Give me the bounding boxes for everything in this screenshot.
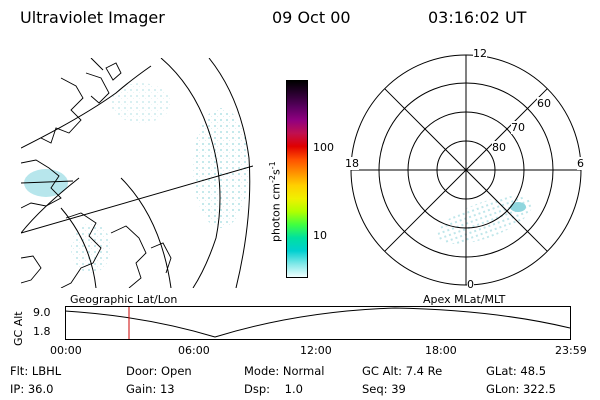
meridian-line	[21, 165, 253, 234]
unit-exponent-1: -2	[268, 175, 277, 184]
strip-ylabel: GC Alt	[12, 311, 25, 346]
mlt-label-right: 6	[577, 157, 584, 170]
info-key: Seq:	[362, 382, 388, 396]
info-ip: IP: 36.0	[10, 382, 53, 396]
info-key: Door:	[126, 364, 158, 378]
meridian-line	[90, 58, 104, 71]
strip-xtick-1: 06:00	[178, 344, 210, 357]
map-emission-top	[111, 83, 171, 123]
map-emission-lower	[71, 223, 111, 273]
latitude-arc	[21, 177, 80, 234]
strip-xtick-3: 18:00	[425, 344, 457, 357]
coastline	[105, 62, 122, 81]
unit-text-s: s	[269, 169, 283, 176]
info-value: 36.0	[27, 382, 54, 396]
lat-label-60: 60	[537, 97, 551, 110]
info-key: IP:	[10, 382, 25, 396]
meridian-line	[21, 180, 74, 184]
coastline	[85, 72, 110, 104]
colorbar	[286, 80, 308, 278]
strip-ytick-top: 9.0	[33, 306, 51, 319]
unit-exponent-2: -1	[268, 161, 277, 170]
coastline	[150, 242, 172, 274]
info-glat: GLat: 48.5	[486, 364, 546, 378]
info-value: 322.5	[522, 382, 556, 396]
lat-label-80: 80	[492, 141, 506, 154]
info-key: GC Alt:	[362, 364, 403, 378]
info-value: 1.0	[284, 382, 303, 396]
info-glon: GLon: 322.5	[486, 382, 556, 396]
date-label: 09 Oct 00	[272, 8, 351, 27]
info-dsp: Dsp: 1.0	[244, 382, 303, 396]
strip-left-title: Geographic Lat/Lon	[70, 293, 178, 306]
lat-label-70: 70	[511, 121, 525, 134]
info-key: Mode:	[244, 364, 280, 378]
info-gain: Gain: 13	[126, 382, 175, 396]
coastline	[110, 225, 147, 288]
latitude-arc	[21, 65, 152, 149]
info-value: LBHL	[31, 364, 62, 378]
info-value: 48.5	[520, 364, 547, 378]
strip-xtick-0: 00:00	[50, 344, 82, 357]
info-key: Gain:	[126, 382, 157, 396]
info-key: GLat:	[486, 364, 517, 378]
altitude-strip-chart	[65, 306, 571, 340]
coastline	[60, 212, 102, 288]
latitude-arc	[208, 58, 251, 288]
info-flt: Flt: LBHL	[10, 364, 61, 378]
mlt-label-left: 18	[345, 157, 359, 170]
info-value: 7.4 Re	[405, 364, 443, 378]
mlt-label-top: 12	[473, 47, 487, 60]
strip-frame	[65, 306, 571, 340]
unit-text: photon cm	[269, 183, 283, 242]
polar-diagonal	[384, 88, 548, 252]
colorbar-tick-100: 100	[313, 141, 334, 154]
info-value: Open	[160, 364, 192, 378]
info-value: Normal	[282, 364, 325, 378]
strip-right-title: Apex MLat/MLT	[423, 293, 506, 306]
colorbar-tick-10: 10	[313, 229, 327, 242]
latitude-arc	[160, 58, 221, 288]
coastline	[40, 77, 84, 144]
info-key: GLon:	[486, 382, 520, 396]
info-door: Door: Open	[126, 364, 192, 378]
map-emission-left	[24, 169, 68, 197]
polar-plot	[350, 54, 582, 286]
info-gc-alt: GC Alt: 7.4 Re	[362, 364, 442, 378]
strip-xtick-2: 12:00	[300, 344, 332, 357]
latitude-arc	[120, 177, 172, 288]
info-key: Dsp:	[244, 382, 271, 396]
info-mode: Mode: Normal	[244, 364, 324, 378]
strip-ytick-bottom: 1.8	[33, 325, 51, 338]
mlt-label-bottom: 0	[467, 278, 474, 291]
app-title: Ultraviolet Imager	[20, 8, 165, 27]
latitude-arc	[60, 207, 97, 288]
coastline	[21, 255, 42, 284]
map-emission-right	[193, 108, 249, 228]
polar-emission	[437, 195, 533, 245]
colorbar-unit-label: photon cm-2s-1	[268, 161, 283, 242]
coastline	[21, 159, 62, 209]
polar-emission-bright	[510, 202, 526, 212]
time-label: 03:16:02 UT	[428, 8, 527, 27]
info-key: Flt:	[10, 364, 29, 378]
altitude-curve	[65, 307, 571, 338]
info-value: 13	[159, 382, 175, 396]
info-value: 39	[391, 382, 406, 396]
strip-xtick-4: 23:59	[555, 344, 587, 357]
info-seq: Seq: 39	[362, 382, 406, 396]
geographic-map	[21, 58, 253, 288]
